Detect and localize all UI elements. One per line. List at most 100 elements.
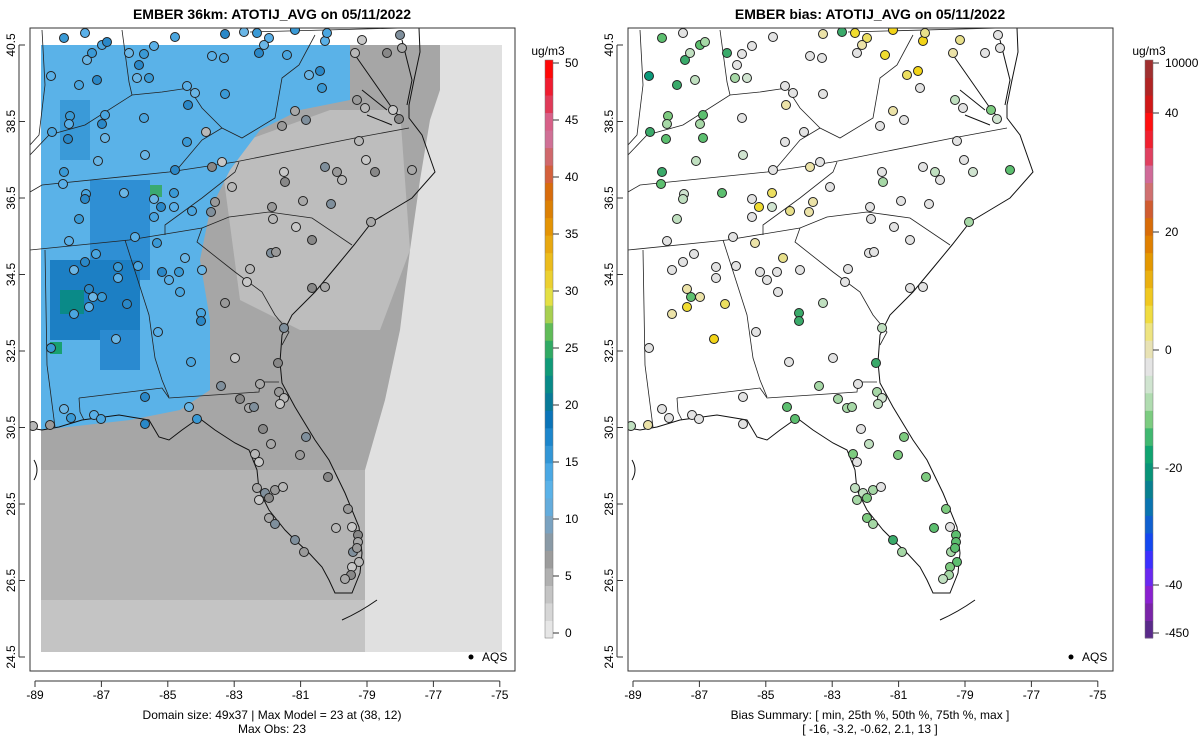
model-stations <box>30 28 417 584</box>
station-marker <box>698 110 708 120</box>
x-tick-label: -87 <box>691 688 709 702</box>
station-marker <box>97 119 107 129</box>
colorbar-swatch <box>545 427 553 446</box>
station-marker <box>952 557 962 567</box>
station-marker <box>139 113 149 123</box>
station-marker <box>880 50 890 60</box>
station-marker <box>992 114 1002 124</box>
station-marker <box>395 30 405 40</box>
station-marker <box>149 194 159 204</box>
station-marker <box>100 110 110 120</box>
station-marker <box>132 73 142 83</box>
station-marker <box>82 55 92 65</box>
colorbar-swatch <box>1145 252 1153 271</box>
model-panel: EMBER 36km: ATOTIJ_AVG on 05/11/2022 -89… <box>4 6 579 736</box>
station-marker <box>340 574 350 584</box>
station-marker <box>30 421 38 431</box>
station-marker <box>152 238 162 248</box>
colorbar-swatch <box>1145 567 1153 586</box>
station-marker <box>352 543 362 553</box>
y-tick-label: 40.5 <box>4 33 18 57</box>
colorbar-swatch <box>1145 480 1153 499</box>
station-marker <box>407 165 417 175</box>
station-marker <box>780 81 790 91</box>
legend-label: AQS <box>1082 650 1107 664</box>
station-marker <box>301 432 311 442</box>
station-marker <box>772 267 782 277</box>
station-marker <box>307 283 317 293</box>
y-tick-label: 26.5 <box>602 568 616 592</box>
station-marker <box>264 33 274 43</box>
station-marker <box>100 133 110 143</box>
station-marker <box>250 449 260 459</box>
y-tick-label: 30.5 <box>4 415 18 439</box>
station-marker <box>317 83 327 93</box>
station-marker <box>268 214 278 224</box>
station-marker <box>862 33 872 43</box>
station-marker <box>661 134 671 144</box>
station-marker <box>897 547 907 557</box>
station-marker <box>869 247 879 257</box>
grid-max-cell <box>150 185 162 197</box>
station-marker <box>938 574 948 584</box>
x-tick-label: -81 <box>890 688 908 702</box>
bias-map <box>628 28 1034 621</box>
station-marker <box>730 73 740 83</box>
station-marker <box>921 472 931 482</box>
station-marker <box>190 88 200 98</box>
station-marker <box>780 137 790 147</box>
colorbar-tick-label: 10000 <box>1165 56 1199 70</box>
colorbar-tick-label: -40 <box>1165 578 1183 592</box>
station-marker <box>239 28 249 37</box>
station-marker <box>184 402 194 412</box>
station-marker <box>347 522 357 532</box>
colorbar-swatch <box>545 340 553 359</box>
station-marker <box>896 196 906 206</box>
station-marker <box>382 48 392 58</box>
colorbar-swatch <box>1145 217 1153 236</box>
station-marker <box>298 196 308 206</box>
station-marker <box>711 273 721 283</box>
station-marker <box>207 51 217 61</box>
station-marker <box>174 267 184 277</box>
x-tick-label: -87 <box>93 688 111 702</box>
station-marker <box>848 449 858 459</box>
station-marker <box>814 381 824 391</box>
station-marker <box>790 414 800 424</box>
station-marker <box>183 100 193 110</box>
station-marker <box>301 115 311 125</box>
colorbar-tick-label: 45 <box>565 113 579 127</box>
station-marker <box>773 287 783 297</box>
station-marker <box>169 188 179 198</box>
station-marker <box>87 48 97 58</box>
station-marker <box>271 247 281 257</box>
station-marker <box>291 222 301 232</box>
station-marker <box>862 493 872 503</box>
y-tick-label: 26.5 <box>4 568 18 592</box>
station-marker <box>747 41 757 51</box>
station-marker <box>111 334 121 344</box>
bias-panel: EMBER bias: ATOTIJ_AVG on 05/11/2022 -89… <box>602 6 1199 736</box>
model-grid <box>30 28 502 652</box>
station-marker <box>157 267 167 277</box>
colorbar-units: ug/m3 <box>531 44 565 58</box>
station-marker <box>856 424 866 434</box>
caption-line1: Bias Summary: [ min, 25th %, 50th %, 75t… <box>731 708 1010 722</box>
model-colorbar: 0 5 10 15 20 25 30 35 40 45 50 <box>544 56 579 640</box>
colorbar-tick-label: 35 <box>565 227 579 241</box>
station-marker <box>326 199 336 209</box>
plot-frame <box>627 27 1114 672</box>
y-tick-label: 32.5 <box>4 339 18 363</box>
station-marker <box>643 420 653 430</box>
colorbar-tick-label: 20 <box>1165 225 1179 239</box>
station-marker <box>186 357 196 367</box>
station-marker <box>264 493 274 503</box>
station-marker <box>767 202 777 212</box>
station-marker <box>210 197 220 207</box>
x-tick-label: -81 <box>292 688 310 702</box>
map-boundaries <box>628 28 1034 621</box>
station-marker <box>888 28 898 35</box>
station-marker <box>691 156 701 166</box>
station-marker <box>899 115 909 125</box>
